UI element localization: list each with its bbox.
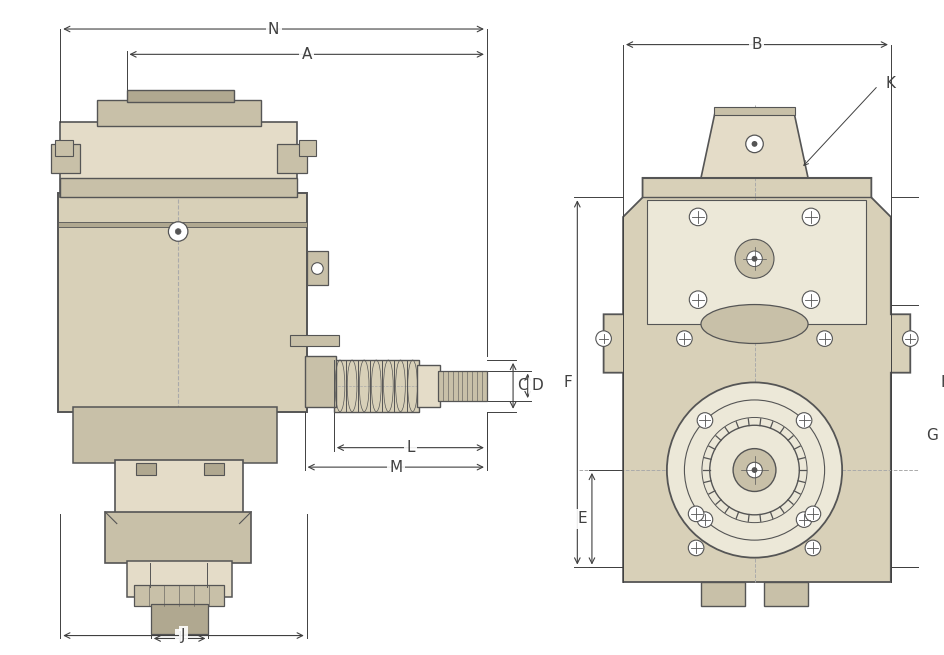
Circle shape [735,239,774,278]
Circle shape [902,331,919,346]
Polygon shape [603,178,910,582]
Bar [59,193,307,411]
Bar [714,107,796,115]
Circle shape [666,383,842,557]
Circle shape [688,506,704,521]
Circle shape [805,506,820,521]
Text: E: E [578,511,587,526]
Text: H: H [940,375,944,390]
Circle shape [805,540,820,555]
Circle shape [689,208,707,226]
Circle shape [817,331,833,346]
Bar [56,140,73,156]
Text: F: F [564,375,572,390]
Circle shape [797,413,812,428]
Bar [701,582,745,607]
Bar [60,178,297,197]
Bar [334,360,418,411]
Bar [126,90,234,102]
Bar [151,605,209,633]
Bar [134,585,224,607]
Bar [105,512,251,563]
Bar [305,356,336,407]
Bar [126,561,231,597]
Circle shape [797,512,812,527]
Circle shape [688,540,704,555]
Bar [648,200,867,324]
Circle shape [746,135,764,153]
Circle shape [751,256,757,262]
Text: A: A [301,47,312,62]
Ellipse shape [701,305,808,343]
Circle shape [596,331,612,346]
Bar [290,335,339,346]
Text: K: K [886,76,896,91]
Bar [136,463,156,475]
Circle shape [168,222,188,241]
Text: L: L [406,440,414,455]
Circle shape [802,291,819,309]
Bar [60,122,297,197]
Circle shape [751,141,757,147]
Text: J: J [181,628,186,643]
Circle shape [698,413,713,428]
Bar [278,144,307,173]
Bar [51,144,80,173]
Bar [307,251,329,285]
Text: D: D [531,379,544,394]
Circle shape [689,291,707,309]
Bar [438,371,487,401]
Circle shape [751,467,757,473]
Text: B: B [751,37,762,52]
Circle shape [677,331,692,346]
Bar [299,140,316,156]
Bar [97,100,261,126]
Bar [115,460,244,514]
Text: M: M [389,460,402,475]
Text: N: N [268,22,279,37]
Bar [205,463,224,475]
Text: I: I [177,631,182,646]
Circle shape [176,229,181,234]
Circle shape [802,208,819,226]
Polygon shape [701,110,808,178]
Circle shape [698,512,713,527]
Bar [765,582,808,607]
Circle shape [747,251,763,267]
Text: C: C [517,379,528,394]
Bar [59,222,307,227]
Circle shape [733,449,776,491]
Circle shape [747,462,763,478]
Bar [416,365,440,407]
Text: G: G [926,428,937,443]
Circle shape [312,263,323,274]
Bar [73,407,278,463]
